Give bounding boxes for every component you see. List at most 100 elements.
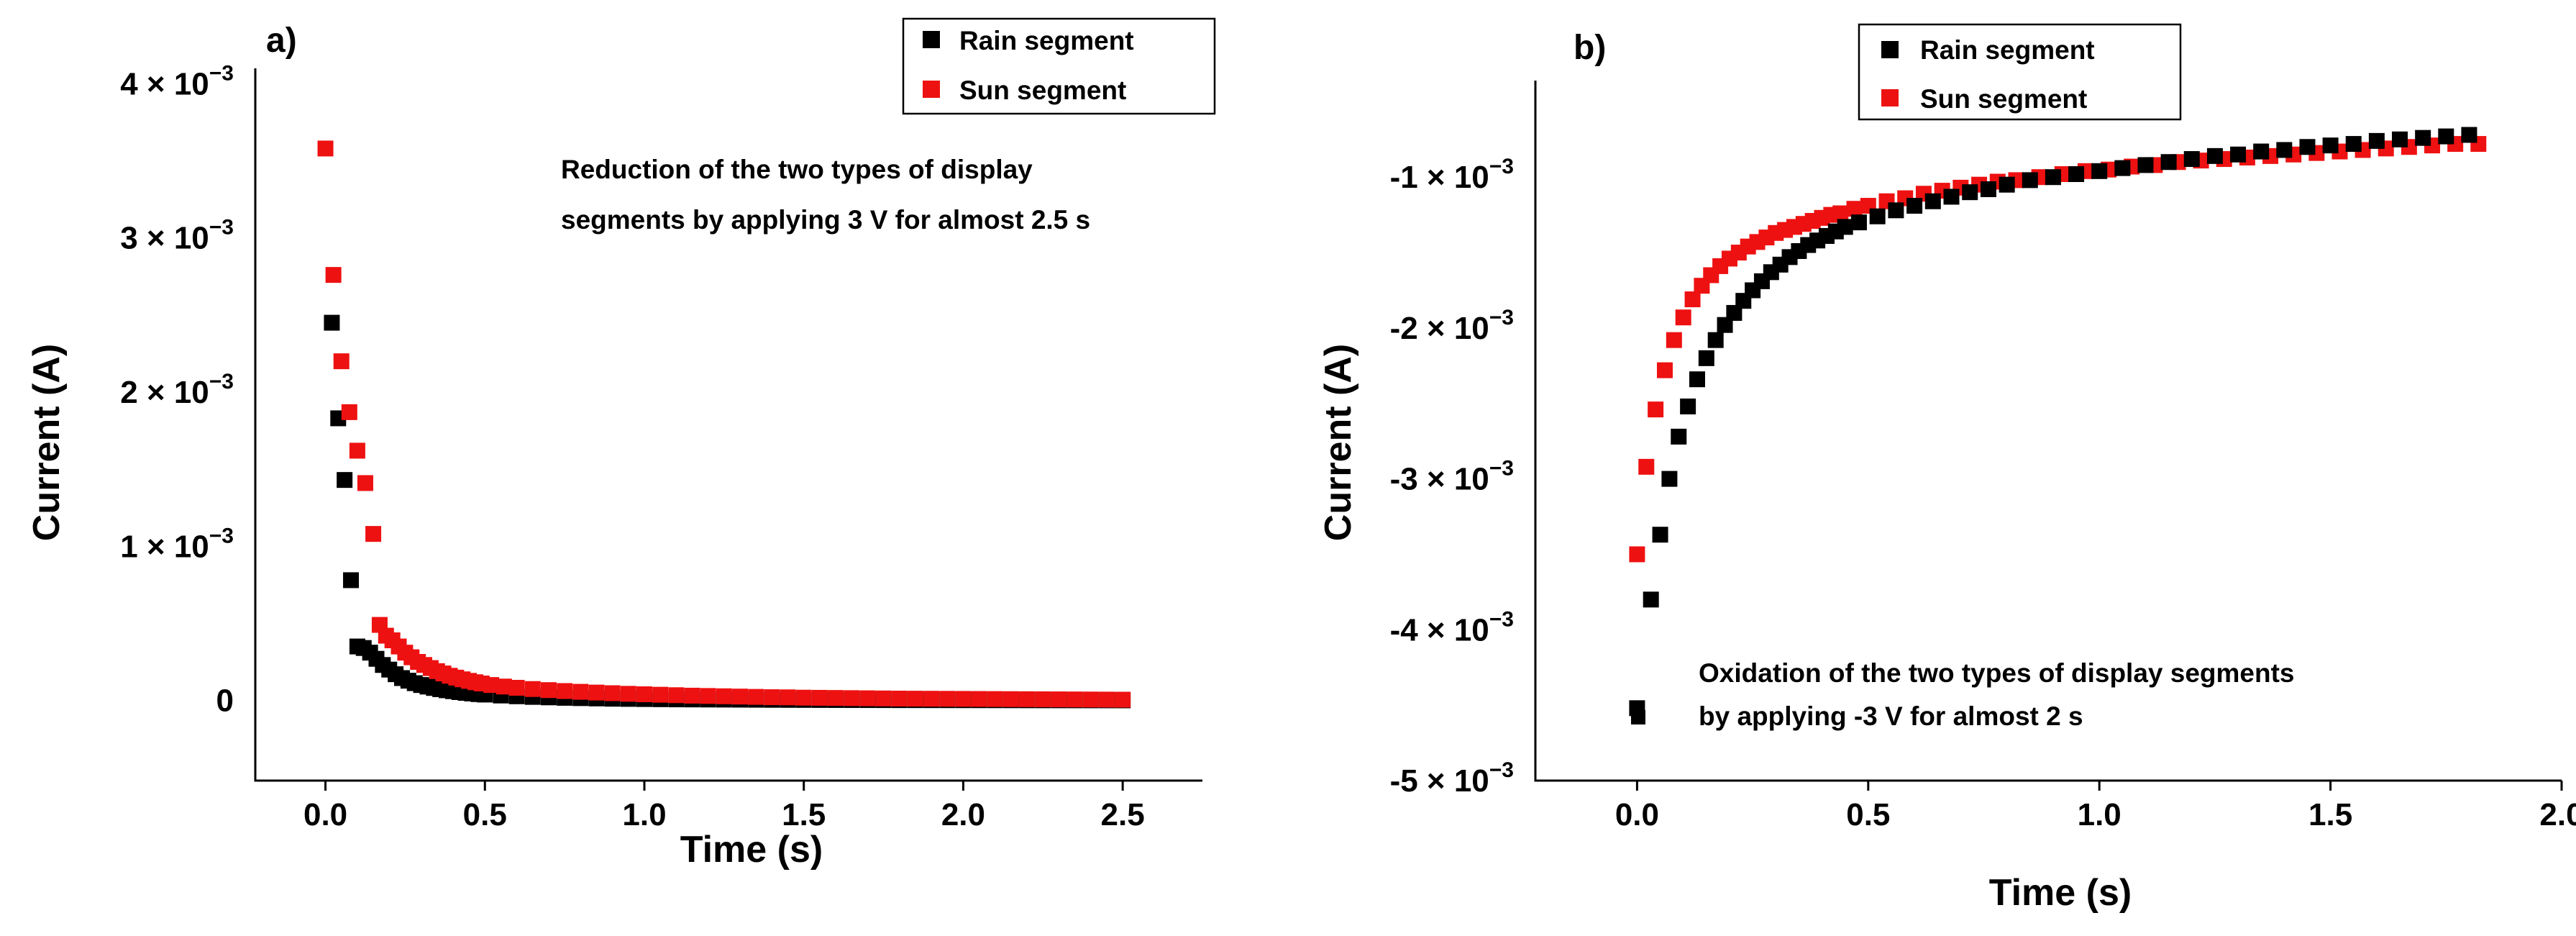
- chart-a-sun-point: [891, 691, 908, 706]
- chart-a-sun-point: [939, 691, 956, 707]
- chart-a-rain-point: [337, 472, 353, 489]
- chart-a-legend-rain-marker: [923, 31, 940, 48]
- chart-b-legend-rain-label: Rain segment: [1920, 35, 2095, 65]
- chart-b-rain-point: [2276, 142, 2293, 158]
- chart-b-rain-point: [2230, 146, 2247, 163]
- chart-b-x-tick-label: 2.0: [2539, 797, 2576, 832]
- chart-b-rain-point: [1698, 350, 1714, 366]
- chart-b-sun-point: [1638, 458, 1655, 475]
- chart-a-sun-point: [1067, 691, 1083, 708]
- chart-b-sun-point: [1684, 291, 1701, 308]
- chart-b-x-tick-label: 0.0: [1615, 797, 1659, 832]
- chart-b-legend-box: [1858, 23, 2182, 121]
- chart-a-sun-point: [780, 689, 796, 706]
- chart-a-sun-point: [325, 267, 342, 283]
- chart-b: b) -1 × 10−3-2 × 10−3-3 × 10−3-4 × 10−3-…: [1317, 23, 2576, 914]
- chart-a-y-tick-label: 3 × 10−3: [120, 216, 234, 256]
- chart-b-rain-point: [1661, 471, 1678, 487]
- chart-a-x-tick-label: 0.5: [463, 797, 507, 832]
- chart-a-rain-point: [343, 572, 360, 589]
- chart-b-rain-point: [2345, 136, 2362, 153]
- chart-a-sun-point: [684, 687, 700, 704]
- chart-a-y-tick-label: 1 × 10−3: [120, 524, 234, 564]
- chart-a-sun-point: [588, 684, 605, 701]
- chart-b-rain-point: [2137, 157, 2154, 173]
- chart-a-series-rain: [324, 314, 1131, 709]
- chart-a-y-tick-labels: 4 × 10−3 3 × 10−3 2 × 10−3 1 × 10−3 0: [120, 61, 234, 718]
- chart-b-y-tick-label: -3 × 10−3: [1390, 457, 1514, 497]
- chart-a-sun-point: [1002, 691, 1019, 707]
- chart-a-legend-box: [902, 17, 1216, 115]
- chart-b-sun-point: [1675, 309, 1691, 326]
- chart-b-rain-point: [2299, 139, 2316, 155]
- chart-b-rain-point: [1888, 202, 1904, 219]
- chart-b-rain-point: [2022, 172, 2038, 188]
- chart-b-rain-point: [1980, 181, 1996, 197]
- chart-b-y-tick-label: -5 × 10−3: [1390, 758, 1514, 799]
- chart-a-sun-point: [604, 685, 621, 701]
- chart-a-sun-point: [700, 688, 716, 704]
- chart-b-rain-point: [2160, 154, 2177, 171]
- chart-b-rain-point: [1850, 214, 1867, 231]
- chart-a-sun-point: [716, 688, 732, 704]
- chart-b-data-points: [1629, 127, 2487, 717]
- chart-b-rain-point: [2438, 128, 2454, 145]
- chart-b-rain-point: [2183, 151, 2200, 168]
- chart-a-sun-point: [483, 677, 500, 694]
- chart-b-rain-point: [2368, 132, 2385, 149]
- chart-b-rain-point: [1869, 208, 1886, 224]
- chart-a-sun-point: [1051, 691, 1067, 708]
- chart-a-sun-point: [357, 475, 373, 491]
- chart-a-sun-point: [1019, 691, 1036, 707]
- chart-a-y-label: Current (A): [26, 344, 68, 541]
- chart-b-series-sun: [1629, 136, 2487, 563]
- chart-a-sun-point: [859, 690, 876, 706]
- chart-b-legend-rain-marker: [1881, 41, 1899, 58]
- chart-a-sun-point: [333, 353, 350, 370]
- chart-a-sun-point: [636, 686, 652, 702]
- chart-a-legend: Rain segment Sun segment: [902, 17, 1216, 115]
- chart-b-rain-point: [1837, 219, 1853, 235]
- chart-a-sun-point: [557, 683, 573, 699]
- chart-b-annotation-line-1: Oxidation of the two types of display se…: [1699, 658, 2295, 688]
- chart-a-sun-point: [844, 690, 860, 706]
- chart-b-rain-point: [2392, 131, 2408, 147]
- chart-a-rain-point: [324, 314, 340, 331]
- chart-a-sun-point: [764, 689, 780, 706]
- chart-b-sun-point: [1666, 332, 1682, 348]
- chart-a-sun-point: [620, 686, 636, 702]
- chart-b-x-tick-label: 1.5: [2308, 797, 2352, 832]
- chart-a-annotation-line-1: Reduction of the two types of display: [561, 155, 1033, 184]
- chart-b-y-tick-label: -4 × 10−3: [1390, 607, 1514, 648]
- chart-b-rain-point: [1999, 176, 2015, 193]
- chart-a-x-tick-label: 1.5: [782, 797, 826, 832]
- chart-a-sun-point: [1115, 691, 1131, 708]
- chart-a-y-tick-label: 2 × 10−3: [120, 370, 234, 410]
- chart-b-sun-point: [1832, 205, 1849, 222]
- chart-a-x-tick-label: 2.5: [1101, 797, 1145, 832]
- chart-b-y-label: Current (A): [1317, 344, 1359, 541]
- panel-a-label: a): [266, 22, 297, 60]
- chart-b-annotation-line-2: by applying -3 V for almost 2 s: [1699, 701, 2083, 731]
- chart-b-y-tick-labels: -1 × 10−3 -2 × 10−3 -3 × 10−3 -4 × 10−3 -5 ×…: [1390, 155, 1514, 799]
- chart-b-rain-point: [2114, 160, 2131, 176]
- chart-b-rain-point: [1652, 527, 1668, 543]
- chart-b-x-tick-label: 1.0: [2078, 797, 2121, 832]
- chart-a-data-points: [317, 140, 1131, 709]
- chart-a-sun-point: [811, 689, 828, 706]
- chart-a-series-sun: [317, 140, 1131, 708]
- chart-a-sun-point: [987, 691, 1003, 707]
- chart-a-sun-point: [365, 526, 382, 542]
- chart-a-x-ticks: 0.0 0.5 1.0 1.5 2.0 2.5: [303, 781, 1145, 832]
- chart-b-rain-point: [1707, 332, 1724, 348]
- chart-a-legend-rain-label: Rain segment: [959, 26, 1134, 55]
- chart-a-sun-point: [907, 691, 923, 707]
- chart-a-sun-point: [748, 689, 764, 705]
- chart-b-rain-point: [1943, 188, 1960, 205]
- chart-b-series-rain: [1629, 127, 2477, 717]
- chart-b-sun-point: [1629, 546, 1645, 563]
- chart-a-sun-point: [1082, 691, 1099, 708]
- chart-b-annotation-marker: [1631, 710, 1645, 724]
- chart-b-rain-point: [2322, 137, 2339, 154]
